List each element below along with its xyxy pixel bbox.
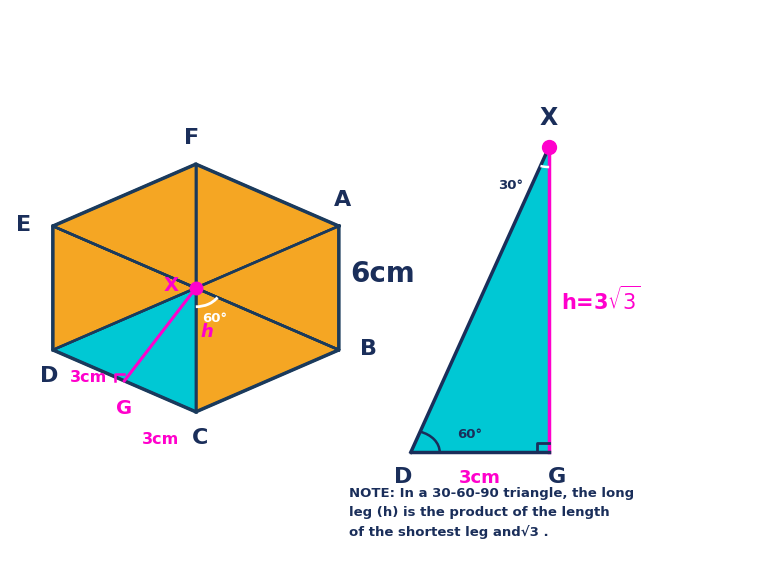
- Polygon shape: [196, 164, 339, 288]
- Text: h: h: [200, 323, 214, 340]
- Text: X: X: [540, 105, 558, 130]
- Text: C: C: [191, 428, 208, 448]
- Text: X: X: [164, 276, 179, 294]
- Text: h=3$\sqrt{3}$: h=3$\sqrt{3}$: [561, 285, 641, 314]
- Text: 60°: 60°: [202, 312, 227, 325]
- Text: NOTE: In a 30-60-90 triangle, the long
leg (h) is the product of the length
of t: NOTE: In a 30-60-90 triangle, the long l…: [349, 487, 634, 539]
- Polygon shape: [53, 164, 196, 288]
- Text: D: D: [394, 467, 412, 487]
- Text: F: F: [184, 128, 200, 148]
- Text: 6cm: 6cm: [350, 260, 415, 287]
- Text: 3cm: 3cm: [70, 370, 108, 385]
- Polygon shape: [196, 226, 339, 350]
- Polygon shape: [411, 147, 549, 452]
- Text: 60°: 60°: [457, 427, 482, 441]
- Text: 3cm: 3cm: [141, 432, 179, 447]
- Text: E: E: [16, 215, 31, 235]
- Polygon shape: [53, 288, 196, 412]
- Text: G: G: [116, 399, 132, 418]
- Text: 3cm: 3cm: [459, 469, 501, 487]
- Text: 30°: 30°: [498, 179, 523, 192]
- Polygon shape: [53, 226, 196, 350]
- Text: B: B: [360, 339, 377, 359]
- Polygon shape: [196, 288, 339, 412]
- Text: G: G: [548, 467, 566, 487]
- Text: D: D: [40, 366, 58, 386]
- Text: A: A: [334, 190, 351, 210]
